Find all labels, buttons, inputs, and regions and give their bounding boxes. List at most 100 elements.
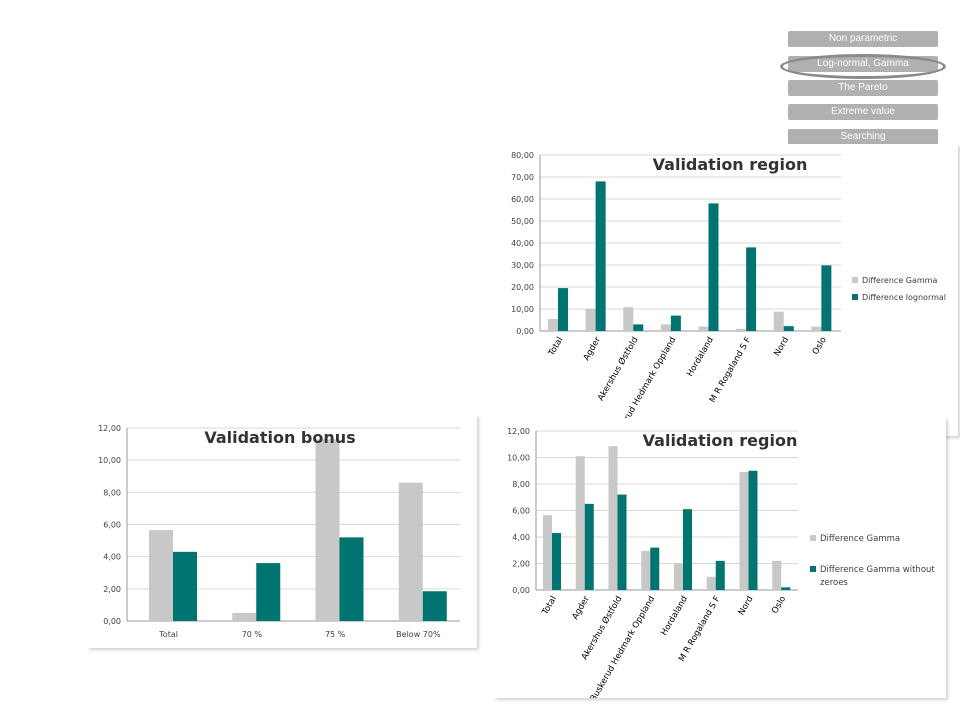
nav-button-lognormal-gamma[interactable]: Log-normal, Gamma (788, 56, 938, 72)
bar-teal (422, 591, 447, 621)
legend-label: Difference Gamma (820, 534, 900, 544)
x-category-label: Total (158, 630, 178, 639)
legend-swatch (852, 294, 858, 300)
chart-validation-region-gamma: 0,00 2,00 4,00 6,00 8,00 10,00 12,00 Total Agder… (507, 427, 935, 699)
y-tick-label: 8,00 (512, 480, 530, 489)
bar-gray (736, 328, 747, 331)
x-category-label: Agder (570, 594, 592, 621)
y-tick-label: 60,00 (511, 195, 534, 204)
bar-gray (772, 560, 782, 590)
bar-gray (149, 530, 173, 621)
x-category-label: Nord (737, 595, 756, 618)
legend-swatch (810, 535, 816, 541)
bar-teal (783, 326, 794, 331)
x-category-label: 70 % (242, 630, 263, 639)
y-tick-label: 70,00 (511, 173, 534, 182)
y-tick-label: 20,00 (511, 283, 534, 292)
bar-teal (781, 587, 791, 590)
x-category-label: Buskerud Hedmark Oppland (589, 595, 658, 699)
bar-teal (670, 315, 681, 331)
x-category-label: 75 % (325, 630, 346, 639)
bar-teal (633, 324, 644, 331)
bar-teal (748, 470, 758, 590)
legend-label: Difference lognormal (862, 293, 946, 302)
x-category-label: M R Rogaland S F (708, 335, 754, 404)
y-tick-label: 0,00 (516, 327, 534, 336)
bar-teal (617, 494, 627, 590)
y-tick-label: 80,00 (511, 151, 534, 160)
chart-panel-validation-region-lognormal: 0,00 10,00 20,00 30,00 40,00 50,00 60,00 70,00 8… (496, 144, 958, 436)
bar-teal (558, 288, 568, 331)
bar-gray (543, 515, 552, 590)
bar-gray (585, 309, 596, 331)
bar-gray (706, 576, 716, 590)
bar-teal (256, 563, 281, 621)
bar-teal (821, 265, 832, 331)
y-tick-label: 2,00 (103, 585, 121, 594)
y-tick-label: 10,00 (511, 305, 534, 314)
bar-teal (552, 533, 561, 590)
bar-teal (339, 537, 364, 621)
y-tick-label: 12,00 (507, 427, 530, 436)
chart-title: Validation region (643, 431, 798, 450)
y-tick-label: 6,00 (103, 521, 121, 530)
bar-gray (232, 612, 257, 621)
y-tick-label: 8,00 (103, 488, 121, 497)
x-category-label: Below 70% (396, 630, 441, 639)
legend-swatch (810, 566, 816, 572)
chart-validation-region-lognormal: 0,00 10,00 20,00 30,00 40,00 50,00 60,00 70,00 8… (511, 151, 946, 436)
y-tick-label: 0,00 (512, 586, 530, 595)
nav-button-pareto[interactable]: The Pareto (788, 80, 938, 96)
chart-title: Validation region (653, 155, 808, 174)
y-tick-label: 4,00 (512, 533, 530, 542)
bar-teal (708, 203, 719, 331)
nav-button-searching[interactable]: Searching (788, 129, 938, 145)
chart-panel-validation-bonus: 0,00 2,00 4,00 6,00 8,00 10,00 12,00 Total 70 % 7… (87, 415, 477, 648)
bar-gray (623, 307, 634, 331)
y-tick-label: 2,00 (512, 560, 530, 569)
bar-gray (660, 324, 671, 331)
bar-teal (715, 560, 725, 590)
x-category-label: Hordaland (685, 336, 716, 379)
chart-title: Validation bonus (204, 428, 355, 447)
bar-teal (595, 181, 606, 331)
x-category-label: Oslo (811, 336, 829, 357)
bar-gray (773, 311, 784, 331)
y-tick-label: 12,00 (98, 424, 121, 433)
y-tick-label: 40,00 (511, 239, 534, 248)
y-tick-label: 50,00 (511, 217, 534, 226)
bar-gray (641, 550, 651, 590)
y-tick-label: 30,00 (511, 261, 534, 270)
legend-label: Difference Gamma (862, 276, 937, 285)
bar-gray (608, 446, 618, 590)
bar-gray (698, 326, 709, 331)
x-category-label: Hordaland (659, 595, 690, 638)
x-category-label: Total (546, 336, 565, 359)
nav-button-non-parametric[interactable]: Non parametric (788, 31, 938, 47)
bar-teal (746, 247, 757, 331)
y-tick-label: 10,00 (507, 454, 530, 463)
nav-button-extreme-value[interactable]: Extreme value (788, 104, 938, 120)
x-category-label: Agder (582, 335, 604, 362)
y-tick-label: 0,00 (103, 617, 121, 626)
chart-panel-validation-region-gamma: 0,00 2,00 4,00 6,00 8,00 10,00 12,00 Total Agder… (494, 418, 946, 698)
x-category-label: Oslo (770, 595, 788, 616)
bar-gray (811, 326, 822, 331)
bar-gray (315, 439, 340, 621)
bar-gray (548, 318, 558, 331)
y-tick-label: 4,00 (103, 553, 121, 562)
x-category-label: Total (540, 595, 559, 618)
bar-gray (398, 482, 423, 621)
bar-gray (739, 472, 749, 590)
bar-teal (173, 551, 197, 621)
chart-validation-bonus: 0,00 2,00 4,00 6,00 8,00 10,00 12,00 Total 70 % 7… (98, 424, 460, 639)
bar-teal (650, 547, 660, 590)
legend-label: Difference Gamma without zeroes (820, 565, 935, 588)
x-category-label: Akershus Østfold (595, 335, 640, 403)
bar-teal (584, 503, 594, 590)
x-category-label: Nord (772, 336, 791, 359)
legend-swatch (852, 277, 858, 283)
y-tick-label: 6,00 (512, 507, 530, 516)
bar-gray (674, 563, 683, 590)
bar-gray (575, 456, 585, 590)
